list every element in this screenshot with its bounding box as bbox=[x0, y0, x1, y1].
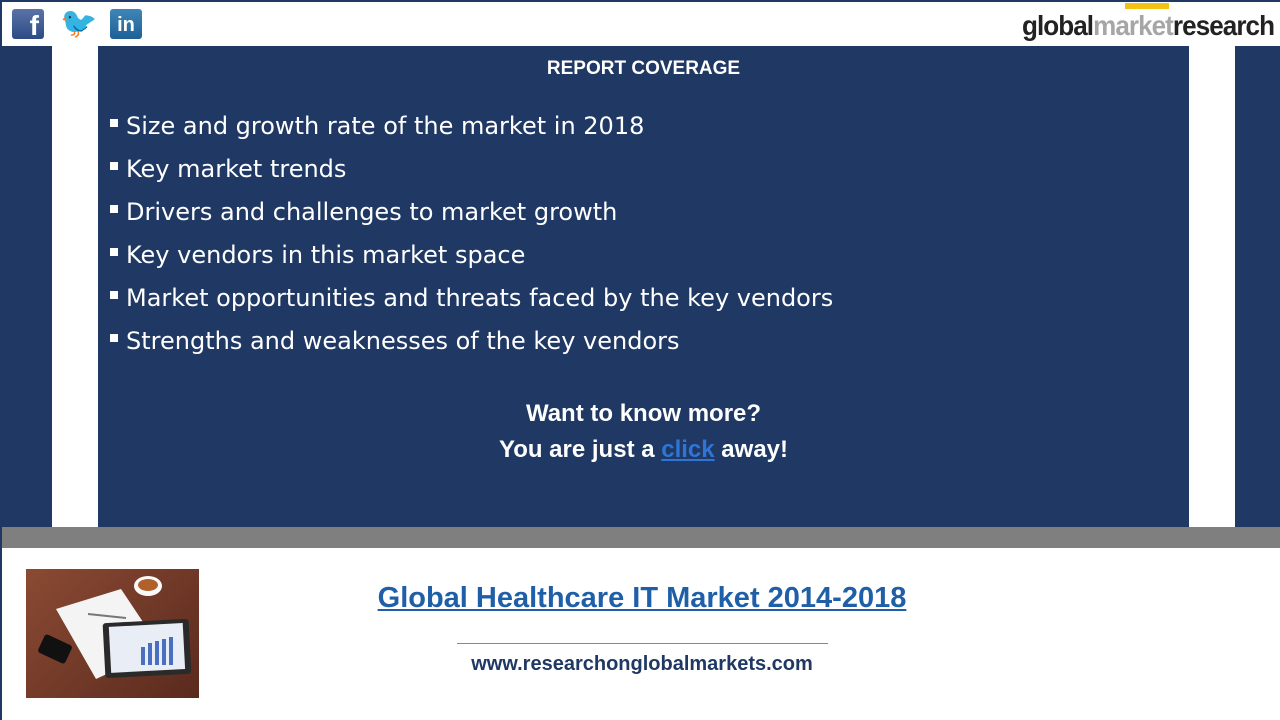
linkedin-icon[interactable]: in bbox=[110, 9, 142, 39]
bullet-icon bbox=[110, 204, 118, 213]
divider-band bbox=[2, 527, 1280, 548]
logo-part: research bbox=[1172, 10, 1275, 41]
side-band-left bbox=[2, 46, 52, 527]
logo-part: market bbox=[1093, 10, 1174, 41]
item-text: Key market trends bbox=[126, 154, 347, 183]
cta-text: You are just a bbox=[498, 436, 662, 463]
side-band-right bbox=[1235, 46, 1280, 527]
list-item: Market opportunities and threats faced b… bbox=[110, 276, 833, 319]
logo-lamp-icon bbox=[1125, 3, 1169, 9]
twitter-icon[interactable]: 🐦 bbox=[60, 6, 98, 41]
item-text: Size and growth rate of the market in 20… bbox=[126, 111, 645, 140]
list-item: Drivers and challenges to market growth bbox=[110, 190, 833, 233]
cta-line: You are just a click away! bbox=[98, 432, 1189, 468]
list-item: Key vendors in this market space bbox=[110, 233, 833, 276]
call-to-action: Want to know more? You are just a click … bbox=[98, 396, 1189, 468]
bullet-icon bbox=[110, 118, 118, 127]
cta-line: Want to know more? bbox=[525, 400, 762, 427]
logo-part: global bbox=[1022, 10, 1094, 41]
item-text: Market opportunities and threats faced b… bbox=[126, 283, 834, 312]
bullet-icon bbox=[110, 247, 118, 256]
coverage-heading: REPORT COVERAGE bbox=[546, 58, 741, 79]
bullet-icon bbox=[110, 333, 118, 342]
cta-text: away! bbox=[714, 436, 789, 463]
list-item: Strengths and weaknesses of the key vend… bbox=[110, 319, 833, 362]
desk-tablet-image bbox=[38, 576, 192, 679]
item-text: Drivers and challenges to market growth bbox=[126, 197, 618, 226]
bullet-icon bbox=[110, 161, 118, 170]
list-item: Size and growth rate of the market in 20… bbox=[110, 104, 833, 147]
facebook-icon[interactable]: f bbox=[12, 9, 44, 39]
report-photo bbox=[26, 569, 199, 698]
coverage-list: Size and growth rate of the market in 20… bbox=[110, 104, 833, 362]
bullet-icon bbox=[110, 290, 118, 299]
logo: globalmarketresearch bbox=[1022, 10, 1275, 42]
list-item: Key market trends bbox=[110, 147, 833, 190]
website-url: www.researchonglobalmarkets.com bbox=[471, 653, 813, 675]
item-text: Key vendors in this market space bbox=[126, 240, 526, 269]
click-link[interactable]: click bbox=[661, 436, 715, 463]
item-text: Strengths and weaknesses of the key vend… bbox=[126, 326, 680, 355]
coverage-panel bbox=[98, 46, 1189, 527]
report-title-link[interactable]: Global Healthcare IT Market 2014-2018 bbox=[377, 582, 907, 614]
top-border bbox=[2, 0, 1280, 2]
divider-line bbox=[457, 643, 828, 644]
